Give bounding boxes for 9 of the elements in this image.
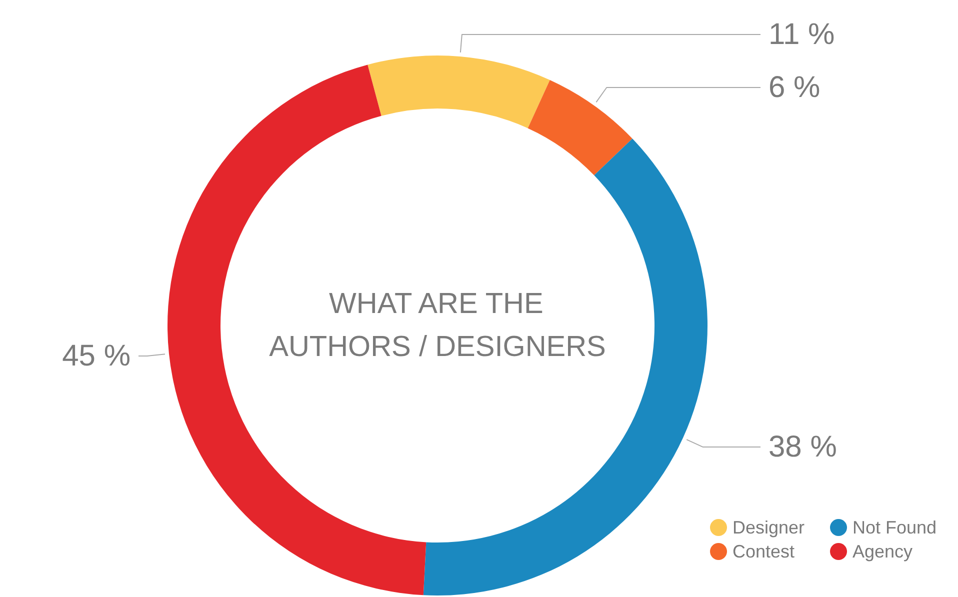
- data-label: 11 %: [768, 18, 835, 52]
- data-label: 45 %: [62, 340, 131, 373]
- legend-label: Contest: [732, 542, 795, 562]
- legend-label: Agency: [852, 542, 913, 562]
- legend-label: Not Found: [852, 518, 937, 538]
- data-label: 6 %: [768, 70, 820, 104]
- legend-label: Designer: [732, 518, 805, 538]
- text: WHAT ARE THE AUTHORS / DESIGNERS: [269, 288, 606, 364]
- data-label: 38 %: [768, 430, 837, 464]
